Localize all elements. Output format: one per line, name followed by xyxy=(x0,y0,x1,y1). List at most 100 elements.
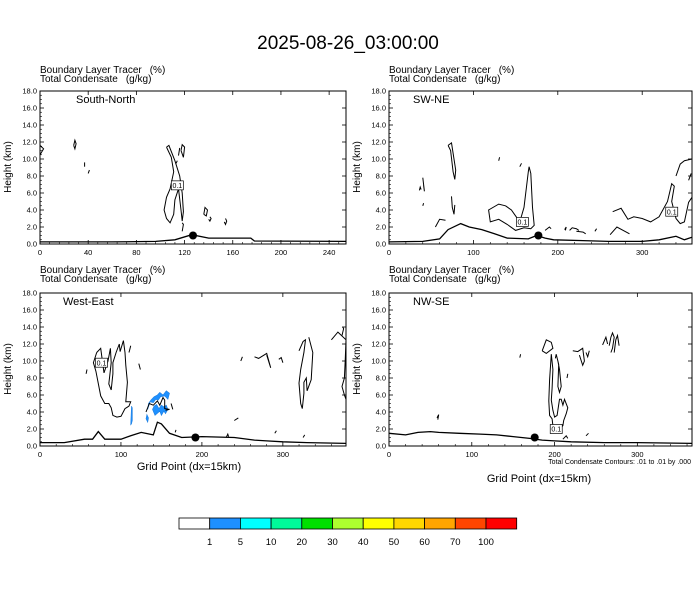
y-tick-label: 18.0 xyxy=(371,289,386,298)
location-marker xyxy=(530,433,539,442)
condensate-contour xyxy=(594,228,598,232)
y-tick-label: 0.0 xyxy=(376,240,386,249)
y-tick-label: 14.0 xyxy=(22,121,37,130)
condensate-contour xyxy=(422,203,425,206)
condensate-contour xyxy=(613,333,620,353)
condensate-contour xyxy=(608,331,615,353)
svg-text:Total Condensate(g/kg): Total Condensate (g/kg) xyxy=(389,74,500,85)
condensate-contour xyxy=(612,182,692,225)
field1-label: Boundary Layer Tracer xyxy=(389,265,491,276)
y-tick-label: 16.0 xyxy=(22,104,37,113)
condensate-contour xyxy=(576,230,586,235)
y-tick-label: 16.0 xyxy=(22,306,37,315)
y-tick-label: 2.0 xyxy=(27,425,37,434)
condensate-contour xyxy=(554,354,562,395)
condensate-contour xyxy=(278,356,284,363)
condensate-contour xyxy=(180,143,186,158)
location-marker xyxy=(191,433,200,442)
y-tick-label: 0.0 xyxy=(376,442,386,451)
condensate-contour xyxy=(498,157,501,161)
panel-nw-se: Boundary Layer Tracer (%) Total Condensat… xyxy=(352,265,693,485)
colorbar-swatch xyxy=(301,517,333,530)
y-tick-label: 4.0 xyxy=(27,206,37,215)
y-tick-label: 4.0 xyxy=(376,408,386,417)
condensate-contour xyxy=(203,206,209,217)
condensate-contour xyxy=(87,169,90,174)
colorbar-label: 70 xyxy=(450,537,461,548)
field2-unit: (g/kg) xyxy=(475,74,501,85)
colorbar-label: 5 xyxy=(238,537,243,548)
y-tick-label: 6.0 xyxy=(376,189,386,198)
condensate-contour xyxy=(519,354,522,358)
condensate-contour xyxy=(434,218,446,228)
condensate-contour xyxy=(341,326,345,336)
y-tick-label: 14.0 xyxy=(371,121,386,130)
y-tick-label: 2.0 xyxy=(376,223,386,232)
field1-unit: (%) xyxy=(499,65,515,76)
y-tick-label: 18.0 xyxy=(22,87,37,96)
colorbar-swatch xyxy=(239,517,272,530)
condensate-contour xyxy=(175,160,178,164)
y-tick-label: 10.0 xyxy=(22,155,37,164)
plot-area: 0.1 0.0 2.0 4.0 6.0 8.0 10.0 12.0 14.0 16.0 18.0 0 1… xyxy=(371,289,693,459)
y-tick-label: 0.0 xyxy=(27,442,37,451)
plot-frame xyxy=(388,90,693,245)
svg-text:Total Condensate(g/kg): Total Condensate (g/kg) xyxy=(40,74,151,85)
y-tick-label: 4.0 xyxy=(27,408,37,417)
contour-label-text: 0.1 xyxy=(667,209,677,216)
contour-label-box xyxy=(665,206,679,217)
condensate-contour xyxy=(602,335,609,346)
colorbar-swatch xyxy=(178,517,211,530)
tracer-fill xyxy=(152,403,169,417)
x-tick-label: 0 xyxy=(38,450,42,459)
contour-label: 0.1 xyxy=(665,206,679,217)
field1-unit: (%) xyxy=(150,65,166,76)
x-tick-label: 100 xyxy=(467,248,480,257)
colorbar-swatch xyxy=(332,517,364,530)
y-axis-label: Height (km) xyxy=(3,141,14,193)
contour-label-box xyxy=(95,357,108,368)
condensate-contour xyxy=(274,430,277,434)
condensate-contour xyxy=(447,142,457,180)
condensate-contour xyxy=(92,340,132,418)
contour-label-box xyxy=(516,217,529,227)
colorbar-swatch xyxy=(270,517,303,530)
condensate-contour xyxy=(422,177,425,192)
plot-area: 0.1 0.1 0.0 2.0 4.0 6.0 8.0 10.0 12.0 14.0 16.0 18.… xyxy=(371,87,693,257)
field2-label: Total Condensate xyxy=(40,74,118,85)
plot-area: 0.1 0.0 2.0 4.0 6.0 8.0 10.0 12.0 14.0 16.0 18.0 0 4… xyxy=(22,87,347,257)
contour-label: 0.1 xyxy=(170,180,184,191)
field1-label: Boundary Layer Tracer xyxy=(40,265,142,276)
panel-title: South-North xyxy=(76,94,135,106)
colorbar: 1 5 10 20 30 40 50 60 70 100 xyxy=(178,517,518,548)
field1-label: Boundary Layer Tracer xyxy=(389,65,491,76)
condensate-contour xyxy=(451,196,456,215)
y-tick-label: 18.0 xyxy=(371,87,386,96)
svg-text:Boundary Layer Tracer(%): Boundary Layer Tracer (%) xyxy=(389,65,514,76)
contour-label-text: 0.1 xyxy=(97,360,107,367)
tracer-fill xyxy=(147,390,170,410)
contour-label-text: 0.1 xyxy=(172,183,182,190)
condensate-contour xyxy=(40,145,45,156)
contour-label-box xyxy=(549,424,563,434)
condensate-contour xyxy=(572,347,585,367)
main-title: 2025-08-26_03:00:00 xyxy=(257,33,439,54)
x-tick-label: 0 xyxy=(387,248,391,257)
condensate-contour xyxy=(562,434,569,440)
condensate-contour xyxy=(331,331,346,440)
condensate-contour xyxy=(585,350,590,359)
y-tick-label: 2.0 xyxy=(376,425,386,434)
svg-text:Total Condensate(g/kg): Total Condensate (g/kg) xyxy=(40,274,151,285)
x-tick-label: 0 xyxy=(38,248,42,257)
x-tick-label: 200 xyxy=(196,450,209,459)
y-tick-label: 6.0 xyxy=(27,189,37,198)
condensate-contour xyxy=(544,226,552,231)
y-tick-label: 8.0 xyxy=(27,172,37,181)
condensate-contour xyxy=(688,173,692,181)
panel-west-east: Boundary Layer Tracer (%) Total Condensat… xyxy=(3,265,347,473)
field2-unit: (g/kg) xyxy=(126,74,152,85)
y-tick-label: 10.0 xyxy=(22,357,37,366)
y-tick-label: 16.0 xyxy=(371,306,386,315)
y-tick-label: 8.0 xyxy=(27,374,37,383)
